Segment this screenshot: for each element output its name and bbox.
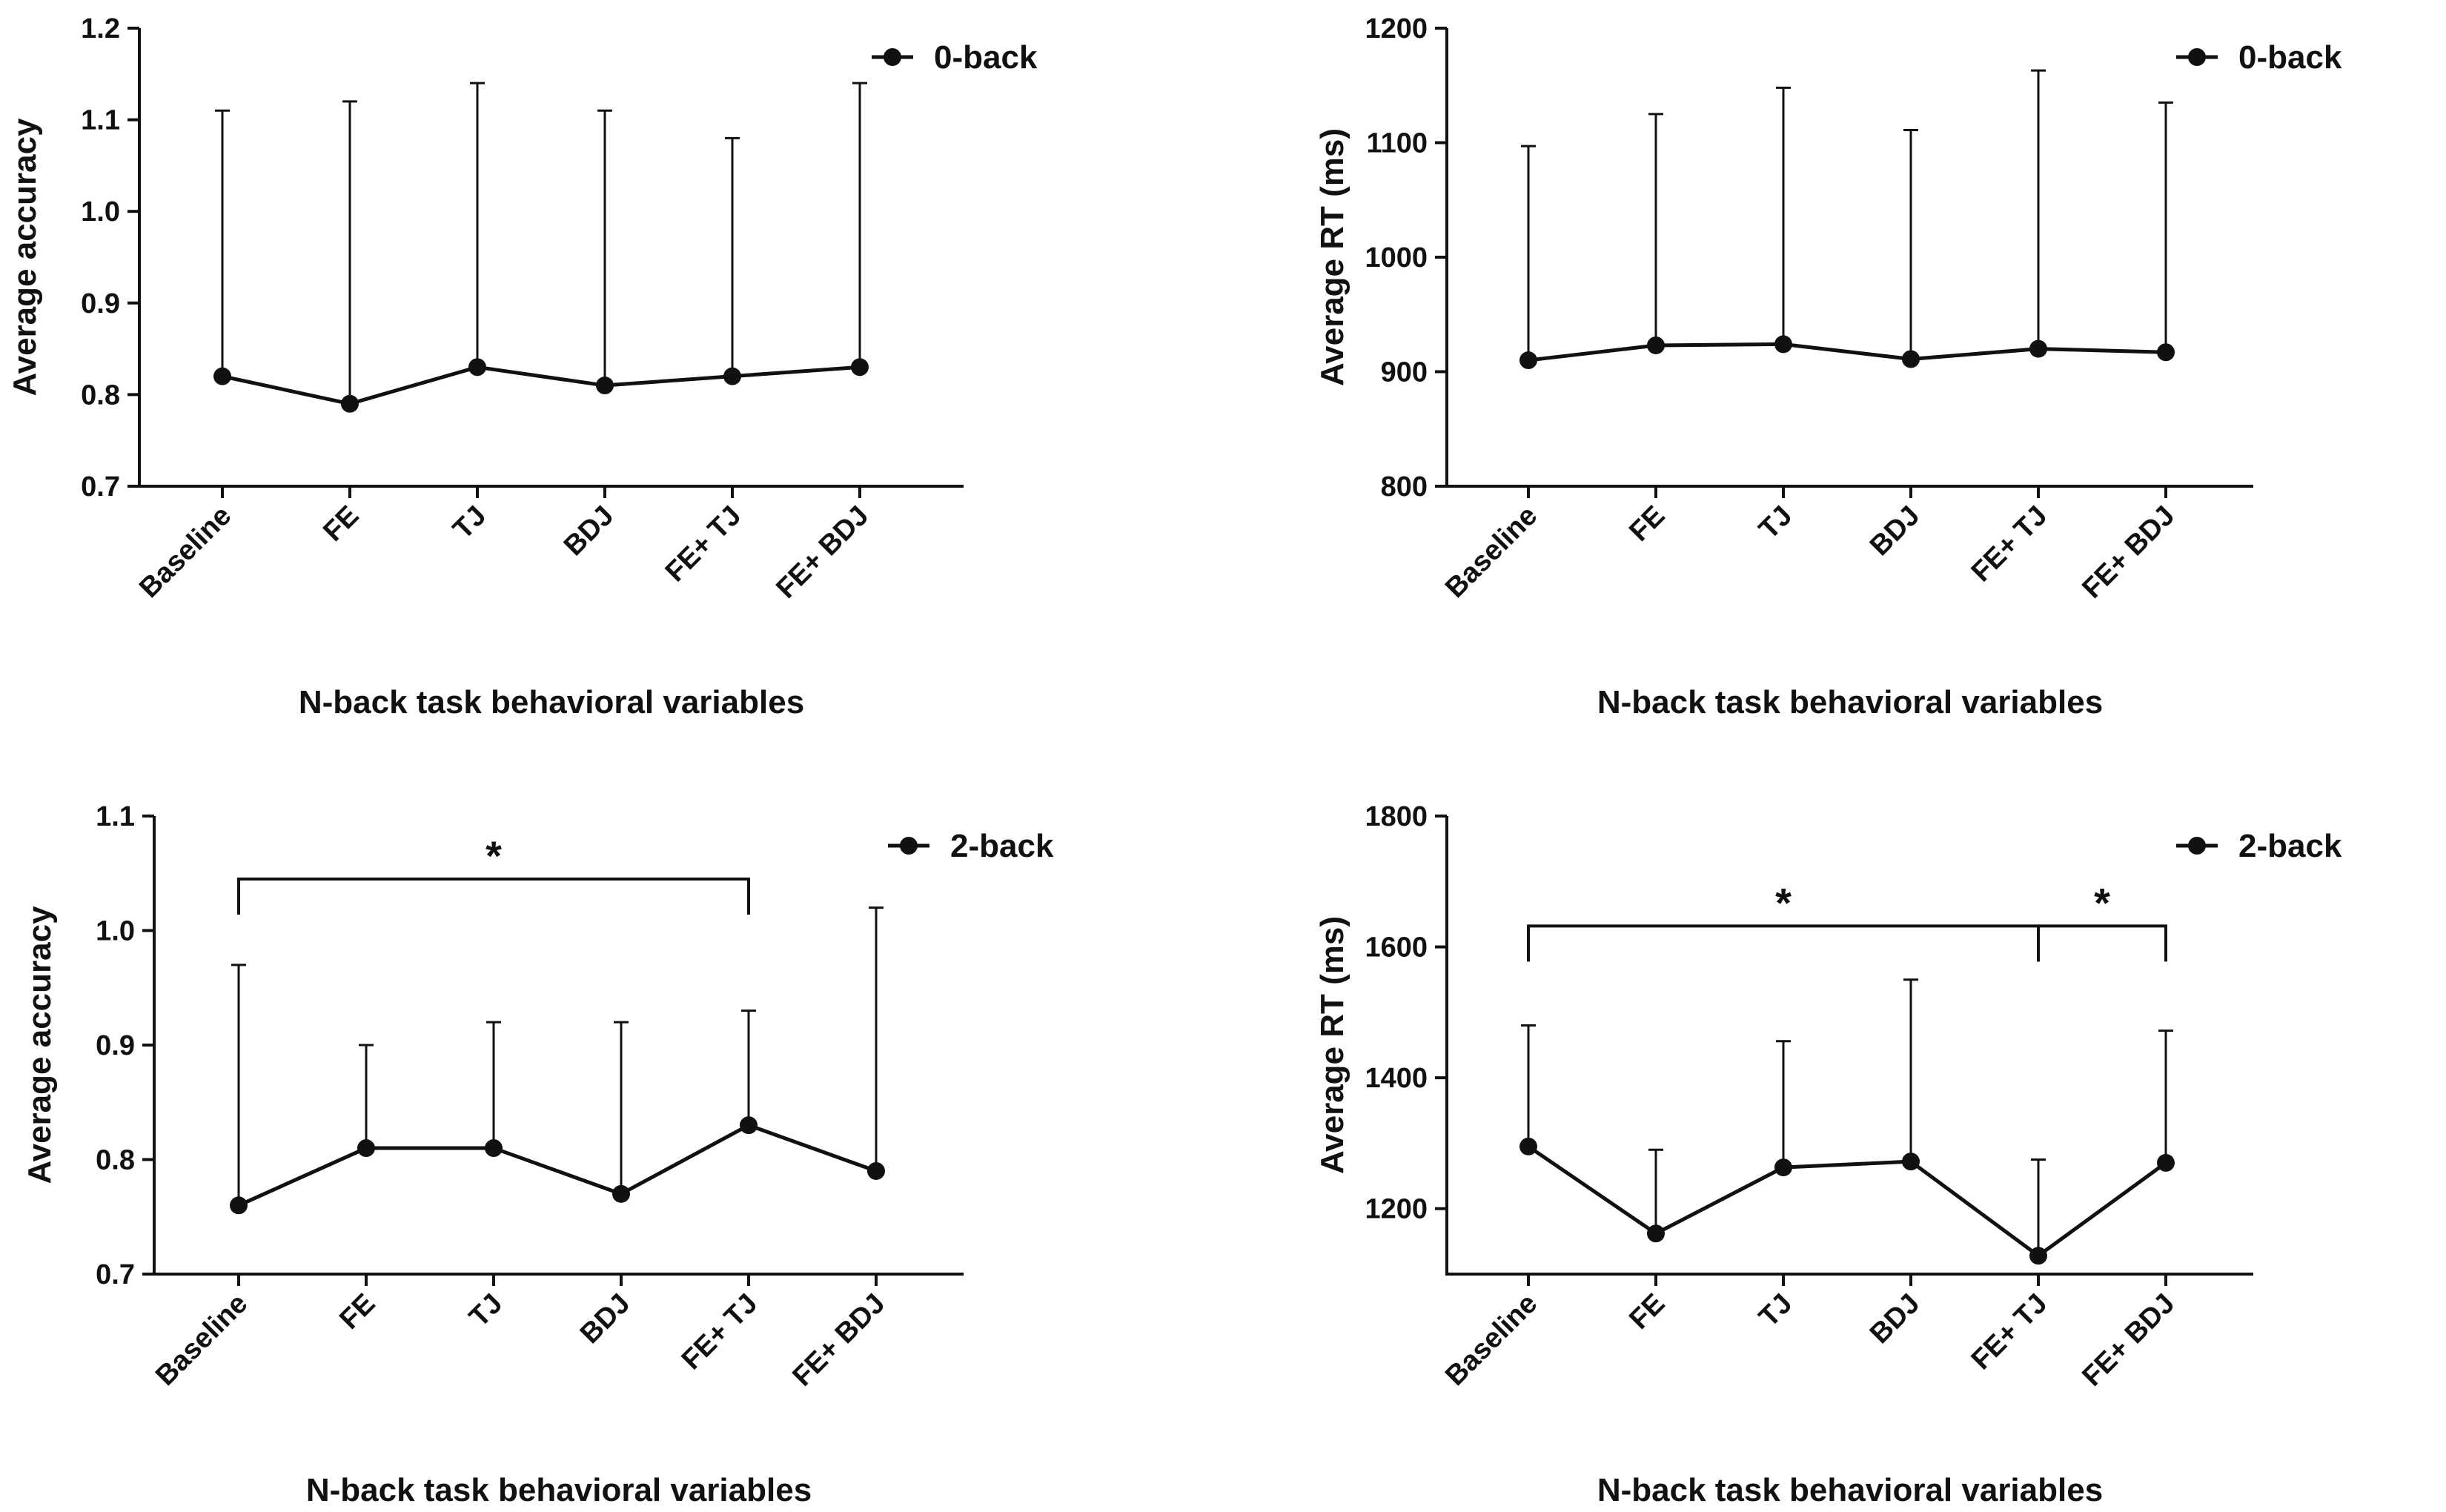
data-point [1519, 1137, 1537, 1155]
significance-bracket [1527, 924, 2040, 962]
x-tick-label: FE+ TJ [1966, 1288, 2054, 1376]
y-tick-label: 1000 [1365, 242, 1428, 273]
y-tick-label: 1.2 [81, 13, 120, 44]
x-tick-label: TJ [1753, 1288, 1798, 1333]
legend-label: 2-back [950, 828, 1054, 864]
y-tick-label: 1.0 [96, 916, 135, 947]
legend-label: 0-back [2238, 39, 2342, 76]
data-point [596, 377, 614, 395]
data-point [2157, 343, 2175, 362]
data-point [723, 367, 741, 385]
x-tick-label: BDJ [1864, 1288, 1926, 1350]
series-line [222, 365, 861, 406]
x-tick-label: TJ [447, 500, 492, 546]
x-tick-label: FE [1623, 500, 1671, 548]
data-point [867, 1161, 885, 1180]
y-tick-label: 0.9 [96, 1030, 135, 1061]
legend-marker [2188, 837, 2206, 855]
data-point [1774, 1158, 1792, 1177]
y-axis-title: Average RT (ms) [1314, 128, 1350, 386]
significance-bracket [2037, 924, 2167, 962]
data-point [213, 367, 231, 385]
data-point [1647, 1224, 1665, 1243]
data-point [1647, 336, 1665, 354]
x-tick-label: FE+ BDJ [2076, 500, 2181, 605]
chart-panel-2: 800 900 1000 1100 1200 Baseline FE TJ BDJ FE+ TJ F… [1314, 13, 2342, 720]
y-tick-label: 800 [1381, 471, 1428, 503]
chart-panel-3: 0.7 0.8 0.9 1.0 1.1 Baseline FE TJ BDJ FE+ TJ FE+ … [21, 801, 1054, 1508]
data-point [357, 1139, 375, 1158]
y-tick-label: 1200 [1365, 1194, 1428, 1225]
legend-marker [884, 48, 901, 66]
data-point [2029, 1247, 2047, 1265]
data-point [2157, 1153, 2175, 1172]
data-point [740, 1116, 758, 1135]
y-tick-label: 1.1 [81, 105, 120, 136]
data-point [468, 358, 486, 377]
data-point [230, 1196, 248, 1215]
data-point [612, 1184, 630, 1203]
x-tick-label: Baseline [1439, 500, 1543, 604]
legend-marker [900, 837, 918, 855]
data-point [1519, 351, 1537, 370]
data-point [1902, 350, 1920, 368]
significance-star: * [485, 832, 502, 879]
y-tick-label: 1400 [1365, 1063, 1428, 1094]
significance-star: * [1775, 879, 1792, 926]
legend-marker [2188, 48, 2206, 66]
y-tick-label: 0.7 [81, 471, 120, 503]
data-point [2029, 339, 2047, 358]
x-tick-label: TJ [1753, 500, 1798, 546]
x-axis-title: N-back task behavioral variables [299, 684, 804, 720]
y-tick-label: 1800 [1365, 801, 1428, 832]
x-tick-label: FE+ BDJ [2076, 1288, 2181, 1393]
y-axis-title: Average accuracy [7, 118, 43, 397]
data-point [341, 394, 359, 413]
y-tick-label: 900 [1381, 357, 1428, 388]
y-tick-label: 1.0 [81, 196, 120, 228]
series-line [237, 1123, 877, 1207]
data-point [851, 358, 869, 377]
x-tick-label: BDJ [574, 1288, 636, 1350]
data-point [1902, 1153, 1920, 1171]
y-tick-label: 1200 [1365, 13, 1428, 44]
x-axis-title: N-back task behavioral variables [306, 1472, 812, 1508]
y-tick-label: 1600 [1365, 932, 1428, 964]
significance-star: * [2094, 879, 2110, 926]
x-tick-label: FE+ TJ [676, 1288, 764, 1376]
x-tick-label: FE+ TJ [660, 500, 748, 588]
legend-label: 0-back [934, 39, 1038, 76]
x-axis-title: N-back task behavioral variables [1597, 684, 2103, 720]
y-tick-label: 0.9 [81, 288, 120, 319]
y-tick-label: 0.7 [96, 1259, 135, 1290]
x-tick-label: FE [1623, 1288, 1671, 1336]
x-tick-label: FE+ TJ [1966, 500, 2054, 588]
y-axis-title: Average RT (ms) [1314, 916, 1350, 1174]
data-point [485, 1139, 503, 1158]
x-tick-label: Baseline [133, 500, 237, 604]
legend-label: 2-back [2238, 828, 2342, 864]
x-tick-label: BDJ [558, 500, 620, 562]
x-tick-label: FE [317, 500, 365, 548]
chart-panel-4: 1200 1400 1600 1800 Baseline FE TJ BDJ FE+ TJ FE+… [1314, 801, 2342, 1508]
series-line [1528, 342, 2167, 362]
significance-bracket [237, 877, 750, 915]
x-tick-label: Baseline [150, 1288, 253, 1392]
x-tick-label: BDJ [1864, 500, 1926, 562]
x-tick-label: FE+ BDJ [770, 500, 875, 605]
series-line [1527, 1144, 2167, 1258]
y-tick-label: 0.8 [96, 1145, 135, 1176]
x-tick-label: FE+ BDJ [786, 1288, 891, 1393]
y-tick-label: 1100 [1367, 128, 1428, 159]
y-tick-label: 0.8 [81, 379, 120, 411]
y-tick-label: 1.1 [96, 801, 135, 832]
data-point [1774, 335, 1792, 354]
x-tick-label: FE [334, 1288, 381, 1336]
x-tick-label: Baseline [1439, 1288, 1543, 1392]
y-axis-title: Average accuracy [21, 906, 58, 1184]
x-tick-label: TJ [463, 1288, 508, 1333]
chart-panel-1: 0.7 0.8 0.9 1.0 1.1 1.2 Baseline FE TJ BDJ FE+ TJ F… [7, 13, 1038, 720]
x-axis-title: N-back task behavioral variables [1597, 1472, 2103, 1508]
